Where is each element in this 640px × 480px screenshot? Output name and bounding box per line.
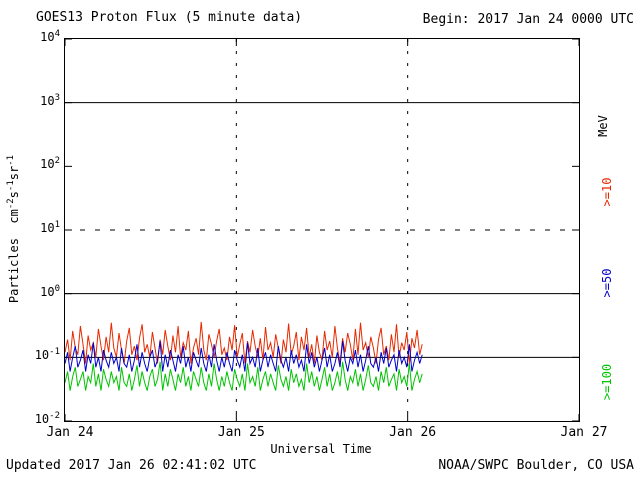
begin-time-label: Begin: 2017 Jan 24 0000 UTC xyxy=(422,12,634,27)
y-tick-label: 10-2 xyxy=(34,411,60,427)
x-axis-title: Universal Time xyxy=(270,442,372,456)
source-attribution: NOAA/SWPC Boulder, CO USA xyxy=(438,458,634,473)
series-ge10-MeV xyxy=(65,321,423,364)
y-tick-label: 10-1 xyxy=(34,347,60,363)
y-tick-label: 101 xyxy=(40,220,60,236)
x-axis-tick-labels: Jan 24 Jan 25 Jan 26 Jan 27 xyxy=(0,425,640,441)
updated-timestamp: Updated 2017 Jan 26 02:41:02 UTC xyxy=(6,458,257,473)
x-tick-label: Jan 25 xyxy=(217,425,265,440)
y-tick-label: 102 xyxy=(40,156,60,172)
series-ge50-MeV xyxy=(65,341,423,372)
threshold-ge100-label: >=100 xyxy=(600,363,614,401)
x-tick-label: Jan 27 xyxy=(560,425,608,440)
x-tick-label: Jan 24 xyxy=(46,425,94,440)
y-tick-label: 103 xyxy=(40,92,60,108)
y-tick-label: 100 xyxy=(40,283,60,299)
x-tick-label: Jan 26 xyxy=(389,425,437,440)
series-ge100-MeV xyxy=(65,361,423,391)
page-title: GOES13 Proton Flux (5 minute data) xyxy=(36,10,303,25)
plot-canvas xyxy=(65,39,579,421)
plot-area xyxy=(64,38,580,422)
y-tick-label: 104 xyxy=(40,29,60,45)
